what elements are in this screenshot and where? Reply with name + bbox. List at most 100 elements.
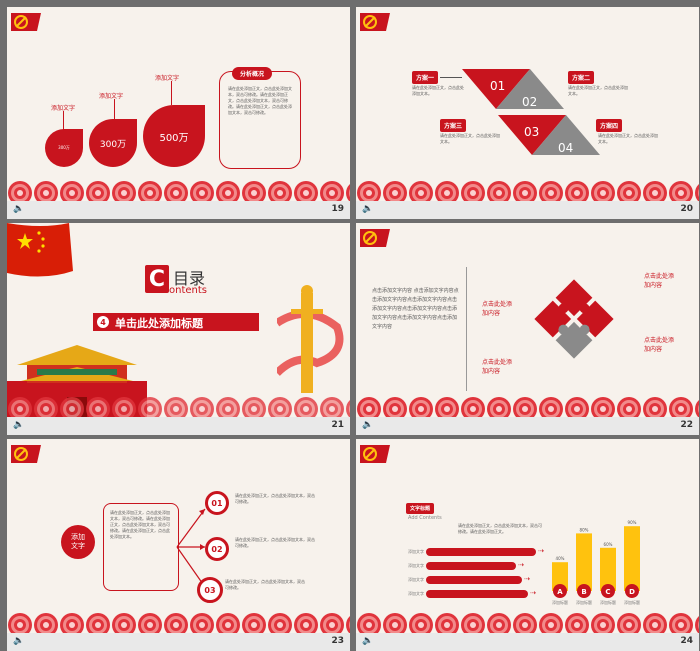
chart-name-label: 添加标题 [624, 599, 640, 605]
arrow-icon: ⇢ [524, 575, 530, 583]
triangle-diagram [462, 69, 600, 155]
slide-canvas: 添加文字 请在此处添加正文，点击此处添加文本，双击可修改。请在此处添加正文，点击… [7, 439, 350, 633]
hammer-sickle-icon [11, 12, 41, 32]
arrow-icon: ⇢ [530, 589, 536, 597]
slide-thumbnail-22[interactable]: 点击添加文字内容 点击添加文字内容点击添加文字内容点击添加文字内容点击添加文字内… [356, 223, 699, 435]
contents-c-mark: C [145, 265, 169, 293]
step-circle-01: 01 [205, 491, 229, 515]
step-circle-03: 03 [197, 577, 223, 603]
slide-number: 23 [331, 636, 344, 646]
scheme-text: 请在此处添加正文，点击此处添加文本。 [568, 85, 628, 96]
hammer-sickle-icon [360, 12, 390, 32]
chart-name-label: 添加标题 [600, 599, 616, 605]
chart-bar [576, 533, 592, 591]
progress-bar-label: 添加文字 [408, 563, 424, 568]
chart-bar [600, 547, 616, 591]
triangle-label-01: 01 [490, 79, 506, 93]
china-flag-icon [7, 223, 73, 277]
slide-canvas: 添加文字 300万 添加文字 300万 添加文字 500万 分析概况 请在此处添… [7, 7, 350, 201]
slide-thumbnail-23[interactable]: 添加文字 请在此处添加正文，点击此处添加文本，双击可修改。请在此处添加正文，点击… [7, 439, 350, 651]
scheme-text: 请在此处添加正文，点击此处添加文本。 [412, 85, 464, 96]
puzzle-callout: 点击此处添加内容 [482, 359, 513, 375]
section-subtitle: Add Contents [408, 515, 442, 521]
chart-category-label: D [629, 588, 635, 596]
step-circle-02: 02 [205, 537, 229, 561]
section-desc: 请在此处添加正文，点击此处添加文本，双击可修改。请在此处添加正文。 [458, 523, 542, 534]
slide-canvas: C 目录 ontents 4 单击此处添加标题 [7, 223, 350, 417]
value-label: 添加文字 [99, 93, 124, 100]
puzzle-icon [534, 279, 614, 359]
chart-name-label: 添加标题 [576, 599, 592, 605]
chart-name-label: 添加标题 [552, 599, 568, 605]
cloud-pattern-icon [7, 171, 350, 201]
bar-chart: 40% A 添加标题 80% B 添加标题 60% C 添加标题 90% D 添加标题 [552, 520, 640, 605]
scheme-tag-2: 方案二 [568, 71, 595, 84]
slide-thumbnail-20[interactable]: 01 02 03 04 方案一 请在此处添加正文，点击此处添加文本。 方案二 请… [356, 7, 699, 219]
value-drop-medium: 300万 [89, 119, 137, 167]
cloud-pattern-icon [7, 387, 350, 417]
toc-item-title: 单击此处添加标题 [115, 317, 203, 330]
chart-data-label: 90% [628, 520, 637, 525]
chart-data-label: 60% [604, 542, 613, 547]
progress-bar [426, 562, 516, 570]
thumbnail-bar: 🔈 24 [356, 633, 699, 651]
speaker-icon: 🔈 [13, 636, 25, 646]
progress-bar-label: 添加文字 [408, 577, 424, 582]
arrow-icon: ⇢ [538, 547, 544, 555]
analysis-text: 请在此处添加正文，点击此处添加文本，双击可修改。请在此处添加正文，点击此处添加文… [228, 86, 292, 115]
thumbnail-bar: 🔈 23 [7, 633, 350, 651]
value-drop-small: 300万 [45, 129, 83, 167]
toc-subtitle: ontents [169, 285, 207, 296]
progress-bar [426, 548, 536, 556]
chart-data-label: 80% [580, 527, 589, 532]
value-drop-large: 500万 [143, 105, 205, 167]
scheme-tag-4: 方案四 [596, 119, 623, 132]
chart-badge [601, 584, 615, 598]
analysis-title: 分析概况 [232, 67, 273, 80]
slide-thumbnail-24[interactable]: 文字标题 Add Contents 请在此处添加正文，点击此处添加文本，双击可修… [356, 439, 699, 651]
slide-number: 21 [331, 420, 344, 430]
progress-bar-label: 添加文字 [408, 591, 424, 596]
slide-thumbnail-21[interactable]: C 目录 ontents 4 单击此处添加标题 🔈 21 [7, 223, 350, 435]
speaker-icon: 🔈 [362, 636, 374, 646]
hammer-sickle-icon [360, 228, 390, 248]
analysis-box: 分析概况 请在此处添加正文，点击此处添加文本，双击可修改。请在此处添加正文，点击… [219, 67, 301, 169]
chart-bar [624, 526, 640, 591]
triangle-label-03: 03 [524, 125, 540, 139]
hammer-sickle-icon [11, 444, 41, 464]
slide-number: 24 [680, 636, 693, 646]
progress-bar [426, 590, 528, 598]
thumbnail-bar: 🔈 21 [7, 417, 350, 435]
scheme-tag-1: 方案一 [412, 71, 439, 84]
cloud-pattern-icon [356, 171, 699, 201]
progress-bar-label: 添加文字 [408, 549, 424, 554]
slide-canvas: 文字标题 Add Contents 请在此处添加正文，点击此处添加文本，双击可修… [356, 439, 699, 633]
slide-canvas: 点击添加文字内容 点击添加文字内容点击添加文字内容点击添加文字内容点击添加文字内… [356, 223, 699, 417]
value-label: 添加文字 [51, 105, 76, 112]
toc-item-number: 4 [97, 316, 109, 328]
thumbnail-bar: 🔈 20 [356, 201, 699, 219]
center-label: 添加文字 [71, 533, 85, 550]
scheme-text: 请在此处添加正文，点击此处添加文本。 [440, 133, 500, 144]
chart-badge [625, 584, 639, 598]
speaker-icon: 🔈 [13, 204, 25, 214]
center-text: 请在此处添加正文，点击此处添加文本，双击可修改。请在此处添加正文，点击此处添加文… [110, 510, 170, 539]
scheme-tag-3: 方案三 [440, 119, 467, 132]
toc-item[interactable]: 4 单击此处添加标题 [93, 313, 259, 331]
puzzle-callout: 点击此处添加内容 [482, 301, 513, 317]
step-text-01: 请在此处添加正文，点击此处添加文本，双击可修改。 [235, 493, 315, 504]
speaker-icon: 🔈 [362, 420, 374, 430]
slide-number: 19 [331, 204, 344, 214]
slide-canvas: 01 02 03 04 方案一 请在此处添加正文，点击此处添加文本。 方案二 请… [356, 7, 699, 201]
cloud-pattern-icon [356, 387, 699, 417]
toc-title: 目录 [173, 269, 206, 288]
slide-number: 20 [680, 204, 693, 214]
step-text-02: 请在此处添加正文，点击此处添加文本，双击可修改。 [235, 537, 315, 548]
scheme-text: 请在此处添加正文，点击此处添加文本。 [598, 133, 658, 144]
step-text-03: 请在此处添加正文，点击此处添加文本，双击可修改。 [225, 579, 305, 590]
slide-thumbnail-19[interactable]: 添加文字 300万 添加文字 300万 添加文字 500万 分析概况 请在此处添… [7, 7, 350, 219]
chart-category-label: A [557, 588, 563, 596]
puzzle-callout: 点击此处添加内容 [644, 337, 675, 353]
huabiao-icon [277, 285, 344, 393]
chart-category-label: B [581, 588, 586, 596]
